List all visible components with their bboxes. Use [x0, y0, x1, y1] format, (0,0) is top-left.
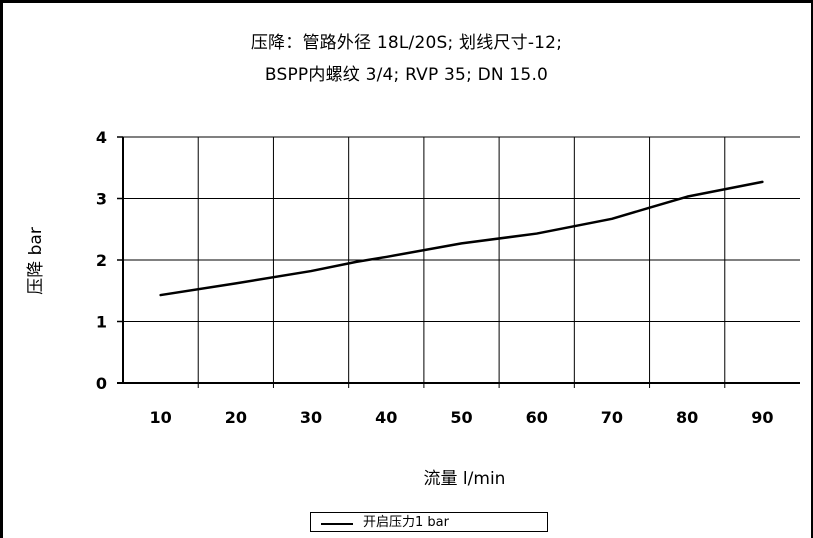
x-tick-label: 50	[450, 408, 472, 427]
x-axis-title: 流量 l/min	[424, 469, 506, 489]
y-axis-title: 压降 bar	[26, 227, 46, 295]
y-tick-label: 3	[96, 190, 107, 209]
y-tick-label: 1	[96, 313, 107, 332]
y-tick-label: 0	[96, 374, 107, 393]
x-tick-label: 90	[751, 408, 773, 427]
legend-label: 开启压力1 bar	[363, 515, 449, 530]
x-tick-label: 30	[300, 408, 322, 427]
x-tick-label: 80	[676, 408, 698, 427]
x-tick-label: 10	[149, 408, 171, 427]
y-tick-label: 2	[96, 251, 107, 270]
y-tick-label: 4	[96, 128, 107, 147]
series-line	[159, 180, 764, 297]
x-tick-label: 40	[375, 408, 397, 427]
legend: 开启压力1 bar	[310, 512, 548, 532]
chart-title-line-1: 压降：管路外径 18L/20S; 划线尺寸-12;	[250, 33, 563, 53]
x-tick-label: 60	[526, 408, 548, 427]
legend-line-swatch	[321, 523, 353, 525]
chart-title-line-2: BSPP内螺纹 3/4; RVP 35; DN 15.0	[264, 65, 549, 85]
x-tick-label: 20	[225, 408, 247, 427]
x-tick-label: 70	[601, 408, 623, 427]
